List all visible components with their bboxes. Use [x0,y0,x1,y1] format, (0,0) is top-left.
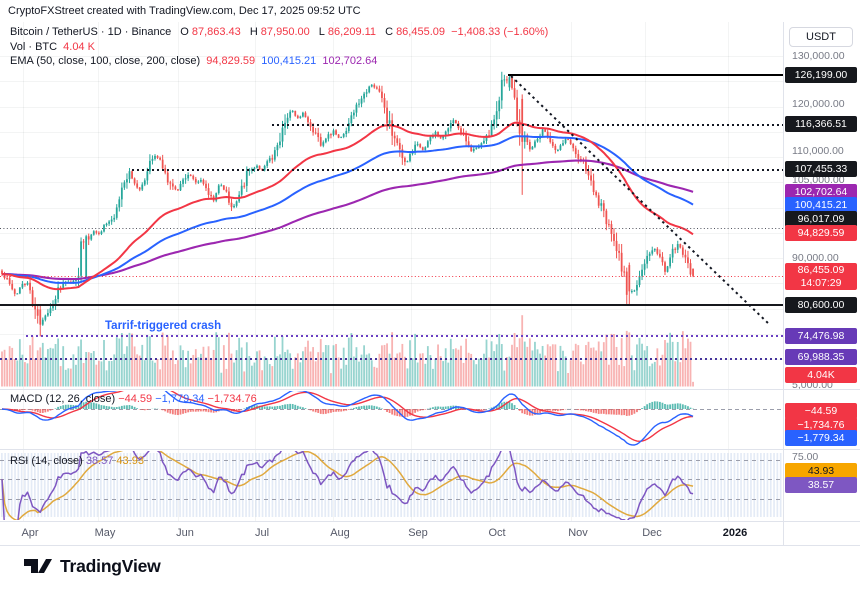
macd-legend-row[interactable]: MACD (12, 26, close) −44.59 −1,779.34 −1… [10,393,257,405]
ema-label: EMA (50, close, 100, close, 200, close) [10,55,201,67]
time-axis-label: 2026 [722,527,748,539]
open-value: 87,863.43 [191,26,241,38]
symbol-title: Bitcoin / TetherUS [10,26,98,38]
axis-price-badge: 74,476.98 [785,328,857,344]
footer: TradingView [24,554,161,579]
ema100-value: 100,415.21 [261,55,317,67]
close-label: C [385,26,394,38]
tradingview-logo-text[interactable]: TradingView [60,556,161,576]
pane-separator-rsi[interactable] [0,449,860,450]
axis-grid-label: 75.00 [792,451,819,463]
volume-row[interactable]: Vol · BTC 4.04 K [10,41,548,55]
pane-separator-timeaxis [0,521,860,522]
ema-row[interactable]: EMA (50, close, 100, close, 200, close) … [10,55,548,69]
pane-separator-macd[interactable] [0,389,860,390]
axis-grid-label: 120,000.00 [792,98,845,110]
macd-label: MACD (12, 26, close) [10,393,116,405]
rsi-value: 38.57 [85,455,114,467]
price-chart-canvas[interactable] [0,22,783,545]
high-label: H [249,26,258,38]
axis-price-badge: −44.59 [785,403,857,419]
time-axis-label: Jun [176,527,194,539]
axis-price-badge: 4.04K [785,367,857,383]
close-value: 86,455.09 [396,26,445,38]
time-axis-label: Jul [254,527,270,539]
axis-price-badge: 43.93 [785,463,857,479]
change-value: −1,408.33 (−1.60%) [451,26,549,38]
time-axis-label: Dec [642,527,662,539]
time-axis-label: May [94,527,116,539]
axis-price-badge: 107,455.33 [785,161,857,177]
volume-label: Vol · BTC [10,40,58,53]
axis-grid-label: 105,000.00 [792,174,845,186]
tradingview-logo-icon[interactable] [24,554,52,579]
low-label: L [318,26,325,38]
macd-line-value: −1,779.34 [155,393,205,405]
high-value: 87,950.00 [260,26,310,38]
rsi-label: RSI (14, close) [10,455,83,467]
macd-signal-value: −1,734.76 [207,393,257,405]
time-axis-label: Apr [21,527,39,539]
axis-price-badge: 102,702.64 [785,184,857,200]
axis-price-badge: 86,455.09 14:07:29 [785,263,857,290]
open-label: O [180,26,189,38]
attribution-text: CryptoFXStreet created with TradingView.… [8,5,361,17]
axis-price-badge: 80,600.00 [785,297,857,313]
time-axis-label: Sep [408,527,428,539]
currency-toggle-button[interactable]: USDT [789,27,853,47]
rsi-ma-value: 43.93 [116,455,144,467]
time-axis-label: Nov [568,527,588,539]
axis-price-badge: −1,779.34 [785,430,857,446]
axis-grid-label: 90,000.00 [792,252,839,264]
axis-price-badge: 116,366.51 [785,116,857,132]
axis-grid-label: 110,000.00 [792,145,844,157]
axis-price-badge: −1,734.76 [785,417,857,433]
time-axis-label: Aug [330,527,350,539]
axis-price-badge: 126,199.00 [785,67,857,83]
crash-annotation: Tarrif-triggered crash [105,320,222,332]
chart-legend: Bitcoin / TetherUS · 1D · Binance O 87,86… [10,26,548,70]
time-axis[interactable]: Apr May Jun Jul Aug Sep Oct Nov Dec 2026 [0,522,783,545]
axis-price-badge: 38.57 [785,477,857,493]
axis-price-badge: 94,829.59 [785,225,857,241]
axis-price-badge: 69,988.35 [785,349,857,365]
axis-divider [783,22,784,545]
price-axis[interactable]: 130,000.00 120,000.00 110,000.00 105,000.00… [784,22,860,545]
ema200-value: 102,702.64 [322,55,378,67]
volume-value: 4.04 K [63,40,95,53]
symbol-row[interactable]: Bitcoin / TetherUS · 1D · Binance O 87,86… [10,26,548,40]
axis-price-badge: 100,415.21 [785,197,857,213]
ema50-value: 94,829.59 [206,55,256,67]
axis-grid-label: 130,000.00 [792,50,845,62]
axis-price-badge: 96,017.09 [785,211,857,227]
chart-bottom-border [0,545,860,546]
low-value: 86,209.11 [327,26,377,38]
time-axis-label: Oct [488,527,506,539]
macd-hist-value: −44.59 [118,393,153,405]
symbol-meta: · 1D · Binance [100,26,172,38]
rsi-legend-row[interactable]: RSI (14, close) 38.57 43.93 [10,455,144,467]
